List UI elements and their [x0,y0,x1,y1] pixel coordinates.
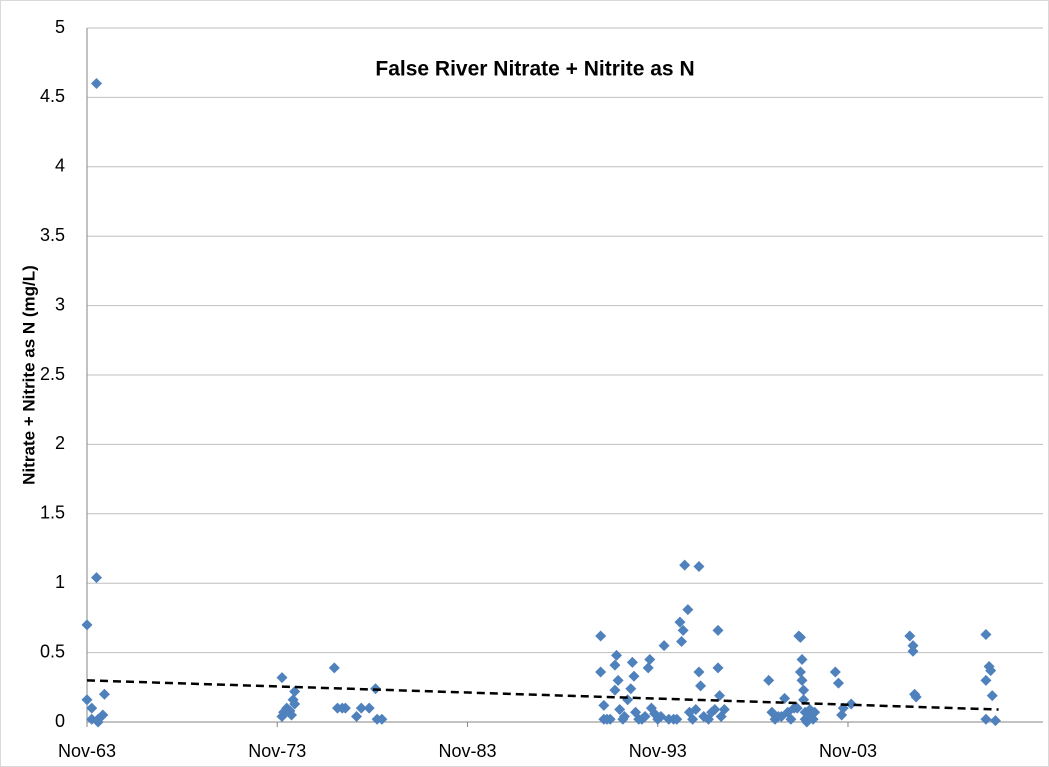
point [376,713,388,725]
point [91,78,103,90]
point [595,630,607,642]
point [904,630,916,642]
x-tick-label: Nov-73 [248,741,306,761]
y-axis-label: Nitrate + Nitrite as N (mg/L) [19,265,38,485]
point [690,704,702,716]
x-tick-label: Nov-63 [58,741,116,761]
point [351,710,363,722]
point [763,674,775,686]
point [614,704,626,716]
point [796,674,808,686]
point [798,684,810,696]
point [907,645,919,657]
point [910,691,922,703]
y-tick-label: 3.5 [40,225,65,245]
point [611,649,623,661]
point [658,640,670,652]
point [676,635,688,647]
point [339,702,351,714]
point [980,674,992,686]
point [794,631,806,643]
point [595,666,607,678]
point [989,715,1001,727]
y-tick-label: 1.5 [40,503,65,523]
x-tick-label: Nov-93 [629,741,687,761]
point [714,690,726,702]
point [609,684,621,696]
trendline [86,679,999,711]
point [289,698,301,710]
y-tick-label: 0 [55,711,65,731]
point [628,670,640,682]
point [682,604,694,616]
point [693,561,705,573]
point [712,662,724,674]
point [687,713,699,725]
point [286,709,298,721]
chart-title: False River Nitrate + Nitrite as N [375,58,694,81]
point [832,677,844,689]
point [809,706,821,718]
point [677,624,689,636]
point [829,666,841,678]
point [779,692,791,704]
point [907,640,919,652]
point [81,619,93,631]
y-tick-label: 2.5 [40,364,65,384]
point [796,654,808,666]
point [695,680,707,692]
point [679,559,691,571]
point [328,662,340,674]
point [785,713,797,725]
point [671,713,683,725]
point [92,713,104,725]
point [604,713,616,725]
point [693,666,705,678]
point [712,624,724,636]
point [985,665,997,677]
point [644,654,656,666]
point [986,690,998,702]
y-tick-label: 4 [55,156,65,176]
point [791,702,803,714]
point [625,683,637,695]
point [609,659,621,671]
point [639,710,651,722]
y-tick-label: 0.5 [40,641,65,661]
point [718,704,730,716]
point [980,629,992,641]
point [355,702,367,714]
point [98,688,110,700]
y-tick-label: 1 [55,572,65,592]
y-tick-label: 3 [55,294,65,314]
point [709,704,721,716]
point [626,656,638,668]
y-tick-label: 4.5 [40,86,65,106]
point [674,616,686,628]
x-tick-label: Nov-03 [819,741,877,761]
point [598,699,610,711]
point [980,713,992,725]
point [363,702,375,714]
point [618,710,630,722]
point [612,674,624,686]
y-tick-label: 2 [55,433,65,453]
point [845,698,857,710]
point [81,694,93,706]
point [276,672,288,684]
y-tick-label: 5 [55,17,65,37]
point [289,685,301,697]
x-tick-label: Nov-83 [438,741,496,761]
point [642,662,654,674]
point [794,666,806,678]
point [91,572,103,584]
point [86,702,98,714]
